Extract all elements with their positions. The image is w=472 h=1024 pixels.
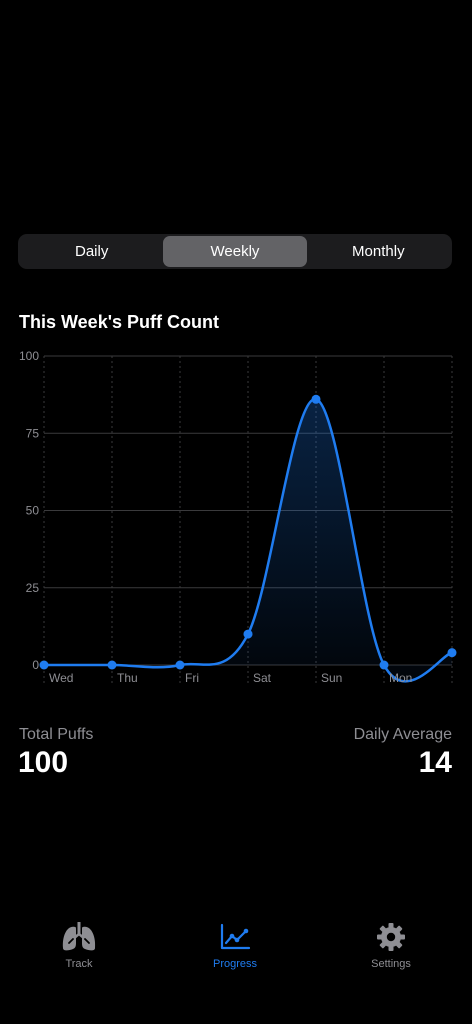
x-tick-label: Sun	[321, 671, 342, 685]
period-segmented-control: Daily Weekly Monthly	[18, 234, 452, 269]
data-point	[447, 648, 457, 658]
lungs-icon	[61, 920, 97, 954]
chart-line-icon	[217, 920, 253, 954]
y-tick-label: 25	[26, 581, 40, 595]
y-tick-label: 0	[32, 658, 39, 672]
tab-bar: Track Progress	[0, 920, 472, 980]
daily-average-value: 14	[418, 746, 452, 779]
puff-count-chart: 0 25 50 75 100 Wed Thu Fri Sat Sun Mon	[19, 349, 457, 685]
y-tick-label: 75	[26, 426, 40, 440]
tab-progress-label: Progress	[212, 958, 258, 970]
daily-average-label: Daily Average	[353, 726, 452, 743]
y-tick-label: 50	[26, 504, 40, 518]
tab-track-label: Track	[65, 958, 93, 970]
y-tick-label: 100	[19, 349, 39, 363]
segment-monthly[interactable]: Monthly	[352, 243, 405, 260]
data-point	[379, 660, 389, 670]
total-puffs-value: 100	[18, 746, 69, 779]
data-point	[175, 660, 185, 670]
gear-icon	[373, 920, 409, 954]
data-point	[39, 660, 49, 670]
chart-title: This Week's Puff Count	[19, 312, 219, 332]
x-tick-label: Wed	[49, 671, 73, 685]
tab-settings[interactable]: Settings	[341, 920, 441, 976]
segment-daily[interactable]: Daily	[74, 243, 109, 260]
x-tick-label: Fri	[185, 671, 199, 685]
data-point	[107, 660, 117, 670]
x-tick-label: Sat	[253, 671, 272, 685]
tab-track[interactable]: Track	[29, 920, 129, 976]
total-puffs-label: Total Puffs	[19, 726, 94, 743]
tab-progress[interactable]: Progress	[185, 920, 285, 976]
series-area	[44, 399, 452, 682]
data-point	[311, 394, 321, 404]
segment-weekly[interactable]: Weekly	[163, 236, 307, 267]
x-tick-label: Thu	[117, 671, 138, 685]
tab-settings-label: Settings	[371, 958, 411, 970]
data-point	[243, 629, 253, 639]
x-tick-label: Mon	[389, 671, 412, 685]
